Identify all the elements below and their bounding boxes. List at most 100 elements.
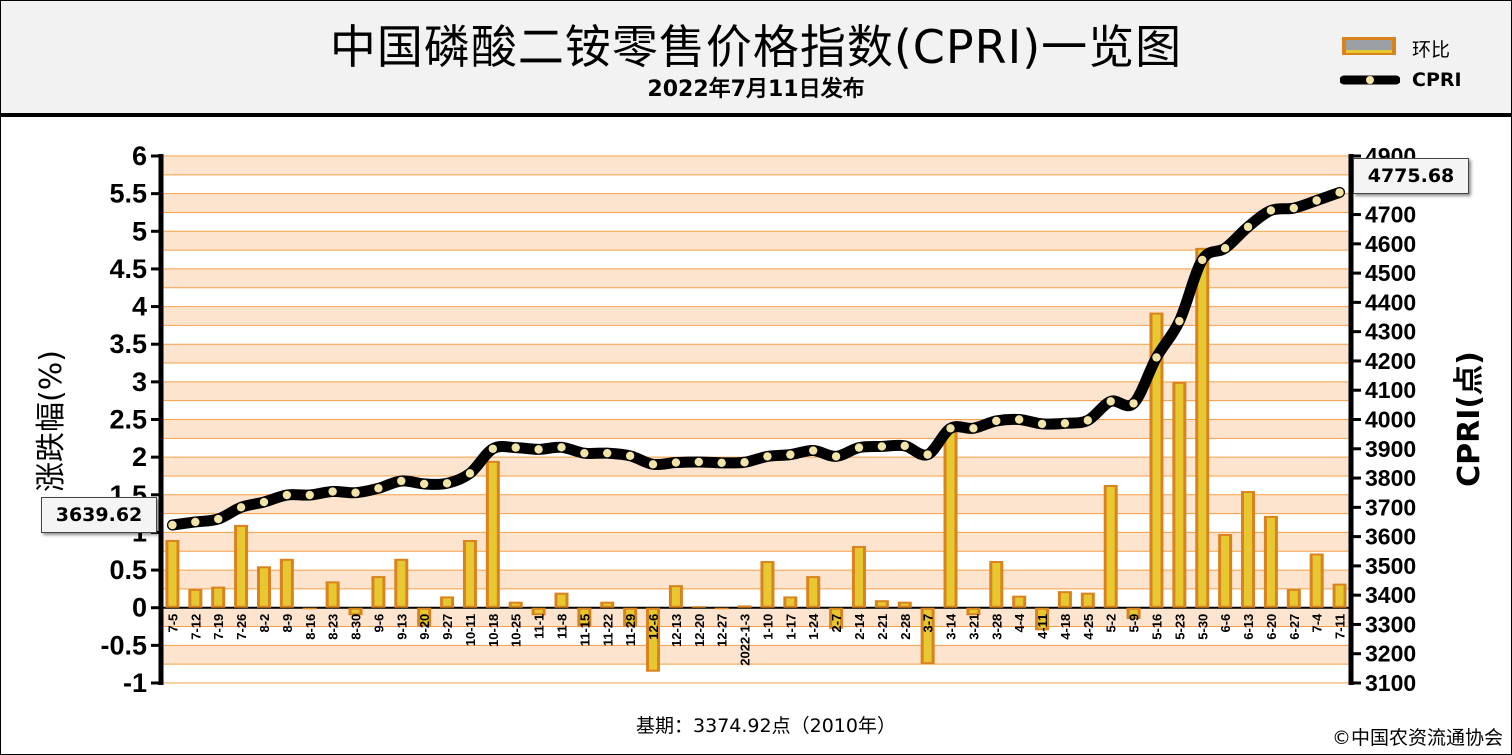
plot-band (161, 494, 1351, 514)
bar-highlight (420, 609, 429, 625)
category-label: 9-6 (371, 614, 386, 633)
cpri-point (1106, 397, 1115, 406)
left-tick-label: -1 (123, 668, 147, 698)
cpri-point (694, 457, 703, 467)
left-tick-label: 2.5 (109, 405, 147, 435)
right-tick-label: 4300 (1365, 319, 1416, 345)
bar-highlight (1106, 486, 1115, 606)
category-label: 5-30 (1195, 614, 1210, 640)
cpri-point (1152, 353, 1161, 362)
category-label: 5-16 (1149, 614, 1164, 640)
category-label: 7-5 (165, 614, 180, 633)
category-label: 11-1 (532, 614, 547, 639)
cpri-point (786, 450, 795, 459)
right-tick-label: 3500 (1365, 553, 1416, 579)
plot-band (161, 381, 1351, 401)
bar-highlight (969, 609, 978, 614)
copyright-note: ©中国农资流通协会 (1331, 727, 1503, 749)
plot-band (161, 306, 1351, 326)
left-tick-label: 4.5 (109, 254, 147, 284)
cpri-point (1083, 416, 1093, 425)
category-label: 7-11 (1333, 614, 1348, 639)
right-tick-label: 4000 (1365, 407, 1416, 433)
bar-highlight (603, 603, 612, 606)
right-tick-label: 4100 (1365, 377, 1416, 403)
left-tick-label: 5 (132, 216, 147, 246)
category-label: 9-20 (417, 614, 432, 640)
right-tick-label: 4700 (1365, 202, 1416, 228)
first-value-callout: 3639.62 (41, 497, 157, 533)
right-tick-label: 3400 (1365, 582, 1416, 608)
cpri-point (763, 452, 772, 461)
bar-highlight (1083, 594, 1092, 606)
cpri-point (1289, 203, 1298, 213)
bar-highlight (1289, 590, 1298, 606)
category-label: 12-27 (715, 614, 730, 647)
bar-highlight (649, 609, 658, 670)
cpri-point (282, 490, 292, 500)
cpri-point (191, 517, 200, 527)
cpri-point (603, 448, 612, 458)
plot-band (161, 193, 1351, 213)
cpri-point (236, 503, 246, 512)
bar-highlight (1038, 609, 1047, 629)
category-label: 6-6 (1218, 614, 1233, 633)
right-tick-label: 3700 (1365, 494, 1416, 520)
right-tick-label: 3600 (1365, 524, 1416, 550)
bar-highlight (626, 609, 635, 625)
category-label: 1-17 (783, 614, 798, 640)
category-label: 2-14 (852, 613, 867, 640)
category-label: 8-2 (257, 614, 272, 633)
left-tick-label: 5.5 (109, 179, 147, 209)
plot-band (161, 645, 1351, 665)
category-label: 3-28 (989, 614, 1004, 640)
cpri-point (351, 488, 360, 497)
category-label: 3-7 (921, 614, 936, 633)
category-label: 7-12 (188, 614, 203, 640)
bar-highlight (465, 541, 474, 606)
bar-highlight (1175, 383, 1184, 606)
bar-highlight (786, 598, 795, 606)
right-tick-label: 4200 (1365, 348, 1416, 374)
category-label: 12-6 (646, 614, 661, 640)
legend-line-swatch (1340, 75, 1400, 85)
legend-item-line: CPRI (1336, 69, 1506, 93)
category-label: 12-20 (692, 614, 707, 647)
cpri-point (1266, 206, 1276, 215)
chart-header: 中国磷酸二铵零售价格指数(CPRI)一览图 2022年7月11日发布 环比 CP… (1, 1, 1511, 117)
bar-highlight (763, 563, 772, 606)
cpri-point (1060, 419, 1070, 428)
left-tick-label: 3.5 (109, 329, 147, 359)
category-label: 6-20 (1264, 614, 1279, 640)
right-tick-label: 3200 (1365, 641, 1416, 667)
category-label: 2-7 (829, 614, 844, 633)
cpri-point (671, 458, 681, 467)
legend-line-label: CPRI (1412, 69, 1462, 91)
bar-highlight (534, 609, 543, 614)
category-label: 11-22 (600, 614, 615, 647)
category-label: 10-11 (463, 614, 478, 647)
chart-subtitle: 2022年7月11日发布 (647, 77, 865, 102)
bar-highlight (1060, 593, 1069, 606)
bar (714, 607, 729, 610)
plot-band (161, 344, 1351, 364)
cpri-point (214, 514, 223, 524)
category-label: 8-23 (326, 614, 341, 640)
bar-highlight (992, 563, 1001, 606)
cpri-point (374, 484, 383, 493)
cpri-point (992, 416, 1001, 426)
left-tick-label: 0.5 (109, 555, 147, 585)
category-label: 9-27 (440, 614, 455, 640)
cpri-point (328, 487, 337, 496)
bar-highlight (1244, 493, 1253, 606)
category-label: 3-14 (944, 613, 959, 640)
cpri-point (580, 448, 589, 458)
bar-highlight (1312, 555, 1321, 606)
legend-bar-label: 环比 (1412, 39, 1451, 61)
bar-highlight (351, 609, 360, 614)
right-tick-label: 4500 (1365, 260, 1416, 286)
bar (691, 606, 706, 608)
cpri-point (488, 444, 498, 453)
category-label: 5-23 (1172, 614, 1187, 640)
